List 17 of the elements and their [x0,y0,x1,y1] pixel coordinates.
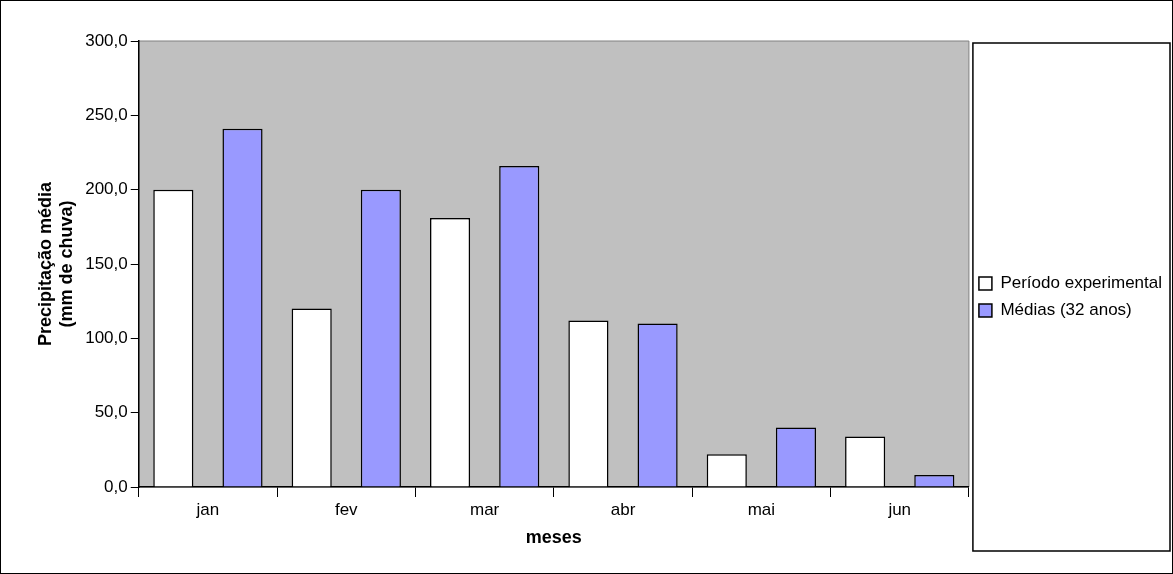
y-tick-label: 100,0 [85,328,128,348]
legend-label: Período experimental [1000,273,1162,293]
x-tick-label: jun [887,499,912,519]
y-tick-label: 0,0 [104,476,128,496]
y-axis-title: Precipitação média (mm de chuva) [34,180,77,347]
x-tick-label: abr [610,499,636,519]
x-axis-title: meses [525,527,582,548]
x-tick-label: fev [334,499,359,519]
x-tick-label: mar [470,499,500,519]
y-tick-label: 50,0 [94,402,128,422]
x-tick-label: mai [747,499,776,519]
y-tick-label: 200,0 [85,179,128,199]
legend-label: Médias (32 anos) [1000,300,1132,320]
x-tick-label: jan [195,499,220,519]
y-tick-label: 300,0 [85,30,128,50]
y-tick-label: 150,0 [85,253,128,273]
y-tick-label: 250,0 [85,105,128,125]
